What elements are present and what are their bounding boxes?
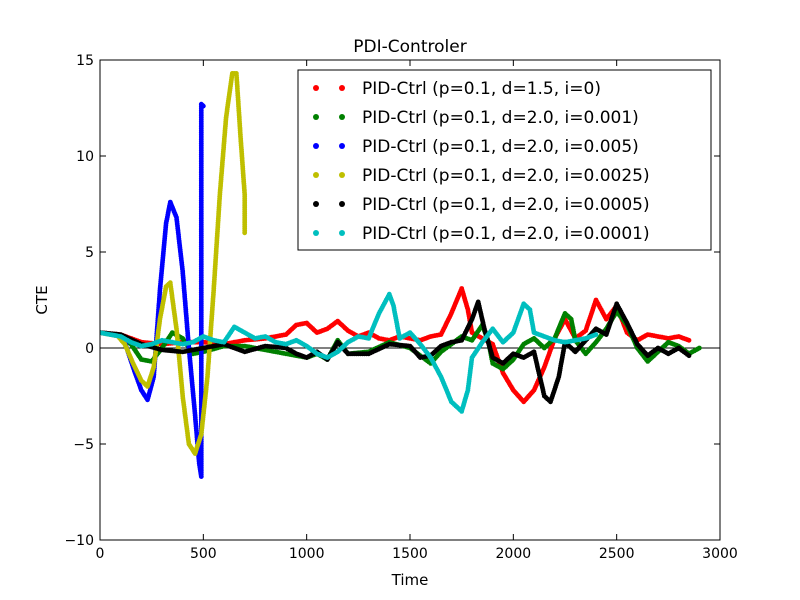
legend-box <box>297 69 712 251</box>
series-4 <box>100 71 248 456</box>
legend-label: PID-Ctrl (p=0.1, d=1.5, i=0) <box>362 79 601 99</box>
chart-title: PDI-Controler <box>353 37 466 57</box>
legend-marker <box>313 114 319 120</box>
legend-marker <box>339 114 345 120</box>
legend-label: PID-Ctrl (p=0.1, d=2.0, i=0.0001) <box>362 224 650 244</box>
data-point <box>593 332 599 337</box>
series-layer <box>100 71 702 479</box>
legend-marker <box>313 85 319 91</box>
legend-label: PID-Ctrl (p=0.1, d=2.0, i=0.0025) <box>362 166 650 186</box>
y-tick-label: 5 <box>85 245 94 261</box>
y-tick-label: 10 <box>76 149 94 165</box>
legend-label: PID-Ctrl (p=0.1, d=2.0, i=0.0005) <box>362 195 650 215</box>
x-tick-label: 1500 <box>392 546 428 562</box>
legend-marker <box>339 230 345 236</box>
legend-marker <box>313 230 319 236</box>
data-point <box>242 230 248 236</box>
x-axis-ticks: 0 500 1000 1500 2000 2500 3000 <box>96 60 738 562</box>
legend-marker <box>313 172 319 178</box>
x-tick-label: 1000 <box>289 546 325 562</box>
y-axis-label: CTE <box>33 285 51 314</box>
x-tick-label: 0 <box>96 546 105 562</box>
legend-marker <box>313 143 319 149</box>
legend: PID-Ctrl (p=0.1, d=1.5, i=0) PID-Ctrl (p=… <box>297 69 712 251</box>
x-axis-label: Time <box>391 571 429 589</box>
x-tick-label: 2000 <box>496 546 532 562</box>
x-tick-label: 3000 <box>702 546 738 562</box>
data-point <box>686 337 692 343</box>
data-point <box>696 345 702 351</box>
x-tick-label: 2500 <box>599 546 635 562</box>
data-point <box>686 353 692 359</box>
y-axis-ticks: −10 −5 0 5 10 15 <box>64 53 720 549</box>
legend-marker <box>339 85 345 91</box>
y-tick-label: 0 <box>85 341 94 357</box>
legend-marker <box>313 201 319 207</box>
legend-marker <box>339 143 345 149</box>
y-tick-label: −5 <box>73 437 94 453</box>
legend-marker <box>339 201 345 207</box>
y-tick-label: 15 <box>76 53 94 69</box>
series-6 <box>100 291 599 414</box>
data-point <box>200 103 206 109</box>
legend-label: PID-Ctrl (p=0.1, d=2.0, i=0.001) <box>362 108 639 128</box>
y-tick-label: −10 <box>64 533 94 549</box>
legend-marker <box>339 172 345 178</box>
x-tick-label: 500 <box>190 546 217 562</box>
legend-label: PID-Ctrl (p=0.1, d=2.0, i=0.005) <box>362 137 639 157</box>
